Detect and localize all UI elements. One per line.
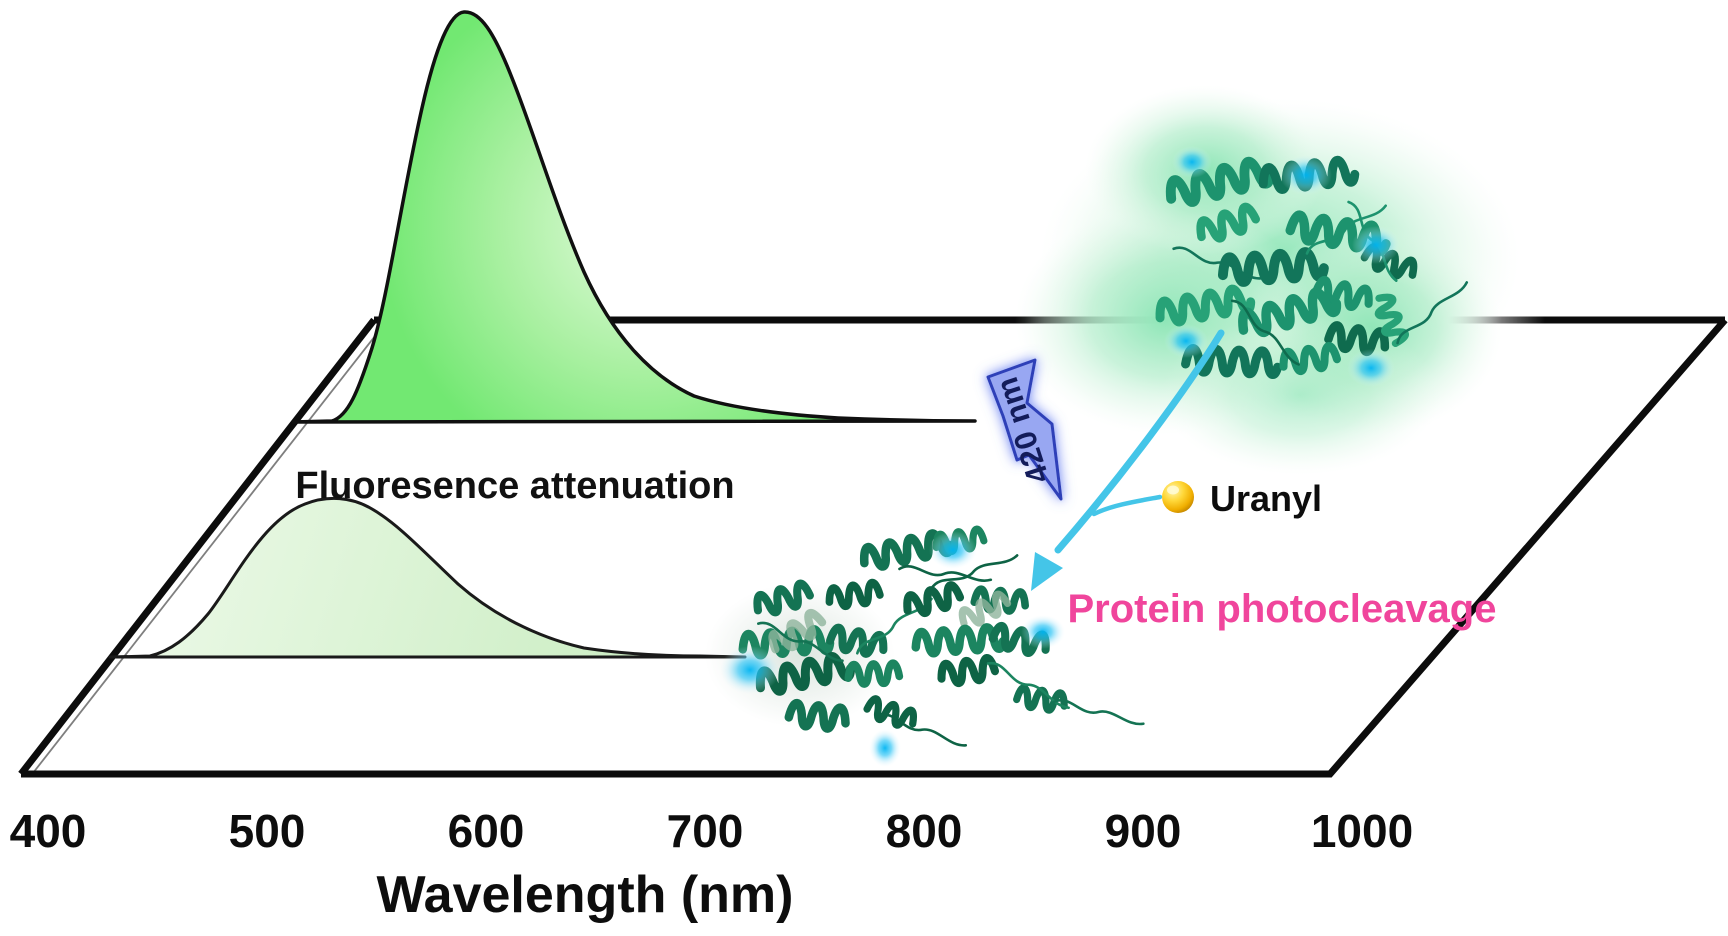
photocleavage-arrow xyxy=(1031,329,1225,591)
plane-depth-axis-line xyxy=(32,321,387,774)
wavelength-axis: 400 500 600 700 800 900 1000 Wavelength … xyxy=(10,805,1414,924)
uranyl-sphere-icon xyxy=(1162,481,1194,513)
axis-title: Wavelength (nm) xyxy=(377,866,794,924)
axis-tick-600: 600 xyxy=(448,805,525,857)
uranyl-connector-curve xyxy=(1091,494,1163,517)
uranyl-label: Uranyl xyxy=(1210,478,1322,519)
uranyl-binding-sites-fragments xyxy=(720,531,1065,767)
arrowhead-icon xyxy=(1031,552,1063,591)
plane-front-right-border xyxy=(21,317,1728,778)
fluorescence-attenuation-label: Fluoresence attenuation xyxy=(295,465,734,507)
emission-spectrum-before xyxy=(291,10,977,424)
emission-spectrum-after xyxy=(108,496,747,659)
protein-photocleavage-label: Protein photocleavage xyxy=(1068,587,1497,631)
uranyl-sphere-highlight xyxy=(1167,485,1179,495)
axis-tick-1000: 1000 xyxy=(1311,805,1413,857)
uranyl-binding-sites-intact xyxy=(1164,146,1400,387)
axis-tick-900: 900 xyxy=(1105,805,1182,857)
spectrum-after-curve xyxy=(108,496,747,659)
axis-tick-500: 500 xyxy=(229,805,306,857)
lightning-bolt-icon xyxy=(986,358,1063,501)
axis-tick-800: 800 xyxy=(886,805,963,857)
axis-tick-700: 700 xyxy=(667,805,744,857)
uranyl-legend: Uranyl xyxy=(1162,478,1322,519)
axis-tick-400: 400 xyxy=(10,805,87,857)
spectrum-before-curve xyxy=(291,10,977,424)
arrow-shaft xyxy=(1054,329,1225,554)
plane-left-edge xyxy=(18,317,377,777)
